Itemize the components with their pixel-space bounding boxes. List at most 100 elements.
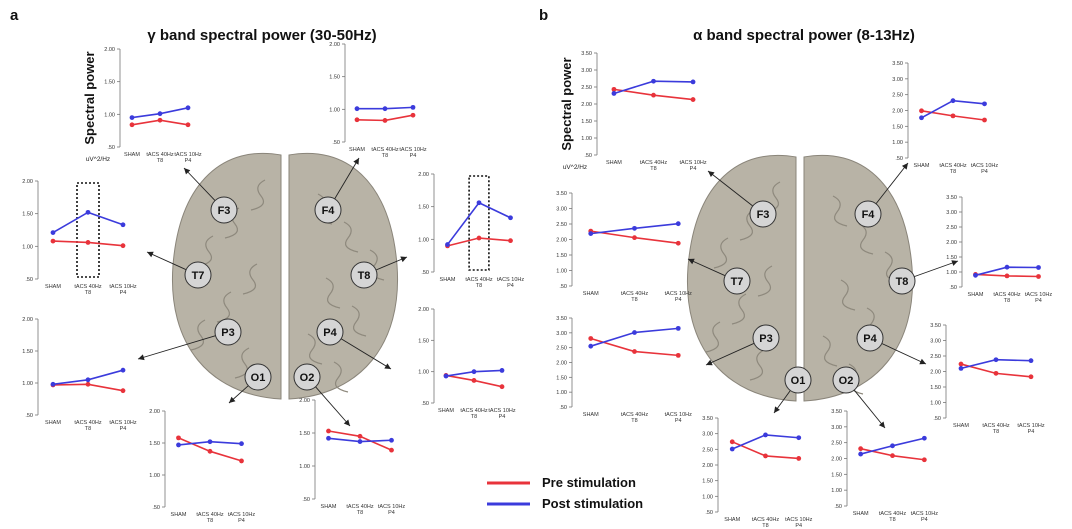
y-tick-label: 2.00: [556, 238, 567, 244]
electrode-p4: P4: [856, 324, 884, 352]
leader-arrows: [137, 157, 959, 429]
electrode-label: O2: [839, 375, 854, 387]
y-tick-label: 2.50: [581, 85, 592, 91]
y-tick-label: 3.00: [556, 207, 567, 213]
leader-arrowhead: [400, 256, 407, 263]
x-tick-label: P4: [507, 283, 514, 289]
leader-arrowhead: [878, 421, 885, 428]
y-tick-label: 1.00: [104, 112, 115, 118]
y-tick-label: 1.00: [299, 464, 310, 470]
electrode-t8: T8: [350, 261, 378, 289]
chart-b-o1: 3.50 3.00 2.50 2.00 1.50 1.00 .50 SHAM tACS 40Hz…: [702, 416, 812, 529]
brain-gyrus: [198, 235, 214, 267]
x-tick-label: T8: [476, 283, 482, 289]
x-tick-label: T8: [85, 426, 91, 432]
x-tick-label: P4: [675, 418, 682, 424]
brain-gyrus: [705, 321, 721, 353]
leader-arrowhead: [901, 163, 908, 170]
y-axis-unit: uV^2/Hz: [563, 164, 587, 171]
x-tick-label: tACS 40Hz: [460, 408, 487, 414]
y-tick-label: 1.00: [831, 488, 842, 494]
pre-data-point: [675, 240, 681, 246]
x-tick-label: SHAM: [349, 147, 365, 153]
y-tick-label: 2.00: [702, 463, 713, 469]
post-data-point: [239, 441, 244, 447]
y-tick-label: 1.00: [418, 237, 429, 243]
x-tick-label: SHAM: [583, 291, 599, 297]
leader-line: [334, 157, 360, 200]
highlight-box: [76, 182, 100, 278]
x-tick-label: tACS 40Hz: [196, 512, 223, 518]
highlight-box: [468, 175, 490, 271]
chart-b-p4: 3.50 3.00 2.50 2.00 1.50 1.00 .50 SHAM tACS 40Hz…: [930, 323, 1045, 435]
post-data-point: [919, 115, 924, 121]
y-tick-label: 2.00: [149, 409, 160, 415]
brain-gyrus: [190, 319, 206, 351]
electrode-p4: P4: [316, 318, 344, 346]
post-data-point: [588, 343, 594, 349]
post-data-point: [410, 104, 416, 110]
x-tick-label: SHAM: [438, 408, 454, 414]
pre-data-point: [632, 349, 637, 354]
x-tick-label: SHAM: [583, 412, 599, 418]
y-tick-label: 3.00: [892, 77, 903, 83]
y-tick-label: 1.50: [104, 80, 115, 86]
leader-line: [853, 389, 886, 429]
y-tick-label: 1.50: [556, 375, 567, 381]
electrode-charts: 2.00 1.50 1.00 .50 SHAM tACS 40Hz T8 tACS 10Hz P…: [22, 42, 1052, 529]
post-data-point: [176, 442, 181, 448]
post-data-point: [499, 368, 505, 373]
y-tick-label: .50: [834, 504, 842, 510]
electrode-p3: P3: [214, 318, 242, 346]
x-tick-label: P4: [120, 290, 127, 296]
electrode-circle: [210, 196, 238, 224]
brain-gyrus: [757, 265, 773, 297]
brain-gyrus: [351, 305, 367, 337]
electrode-p3: P3: [752, 324, 780, 352]
post-data-point: [675, 325, 681, 331]
legend-label-pre: Pre stimulation: [542, 475, 636, 490]
brain-gyrus: [234, 347, 250, 379]
y-tick-label: 1.00: [556, 390, 567, 396]
electrode-f3: F3: [210, 196, 238, 224]
post-data-point: [508, 215, 513, 221]
pre-data-point: [85, 381, 91, 387]
x-tick-label: SHAM: [853, 511, 869, 517]
electrode-circle: [214, 318, 242, 346]
electrode-circle: [856, 324, 884, 352]
y-tick-label: 1.00: [930, 401, 941, 407]
brain-gyrus: [242, 263, 258, 295]
y-tick-label: 2.50: [930, 354, 941, 360]
x-tick-label: tACS 10Hz: [679, 160, 706, 166]
brain-gyrus: [832, 195, 848, 227]
brain-gyrus: [739, 209, 755, 241]
brain-illustrations: [171, 152, 914, 402]
y-tick-label: .50: [933, 416, 941, 422]
y-tick-label: 2.00: [299, 398, 310, 404]
post-data-point: [1004, 264, 1010, 270]
x-tick-label: SHAM: [171, 512, 187, 518]
y-tick-label: 3.50: [702, 416, 713, 422]
y-tick-label: .50: [332, 140, 340, 146]
y-tick-label: 2.00: [104, 47, 115, 53]
y-tick-label: 3.00: [831, 425, 842, 431]
y-tick-label: 1.00: [702, 494, 713, 500]
leader-arrowhead: [774, 406, 780, 413]
leader-line: [875, 162, 909, 205]
post-data-point: [85, 377, 91, 383]
x-tick-label: P4: [921, 517, 928, 523]
post-data-point: [157, 111, 163, 117]
post-data-point: [129, 115, 135, 120]
brain-gyrus: [840, 279, 856, 311]
y-tick-label: 1.50: [22, 212, 33, 218]
electrode-label: F4: [862, 209, 876, 221]
x-tick-label: P4: [388, 510, 395, 516]
electrode-circle: [314, 196, 342, 224]
chart-b-t7: 3.50 3.00 2.50 2.00 1.50 1.00 .50 SHAM tACS 40Hz…: [556, 191, 692, 303]
y-tick-label: 3.50: [581, 51, 592, 57]
electrode-label: F3: [218, 205, 231, 217]
